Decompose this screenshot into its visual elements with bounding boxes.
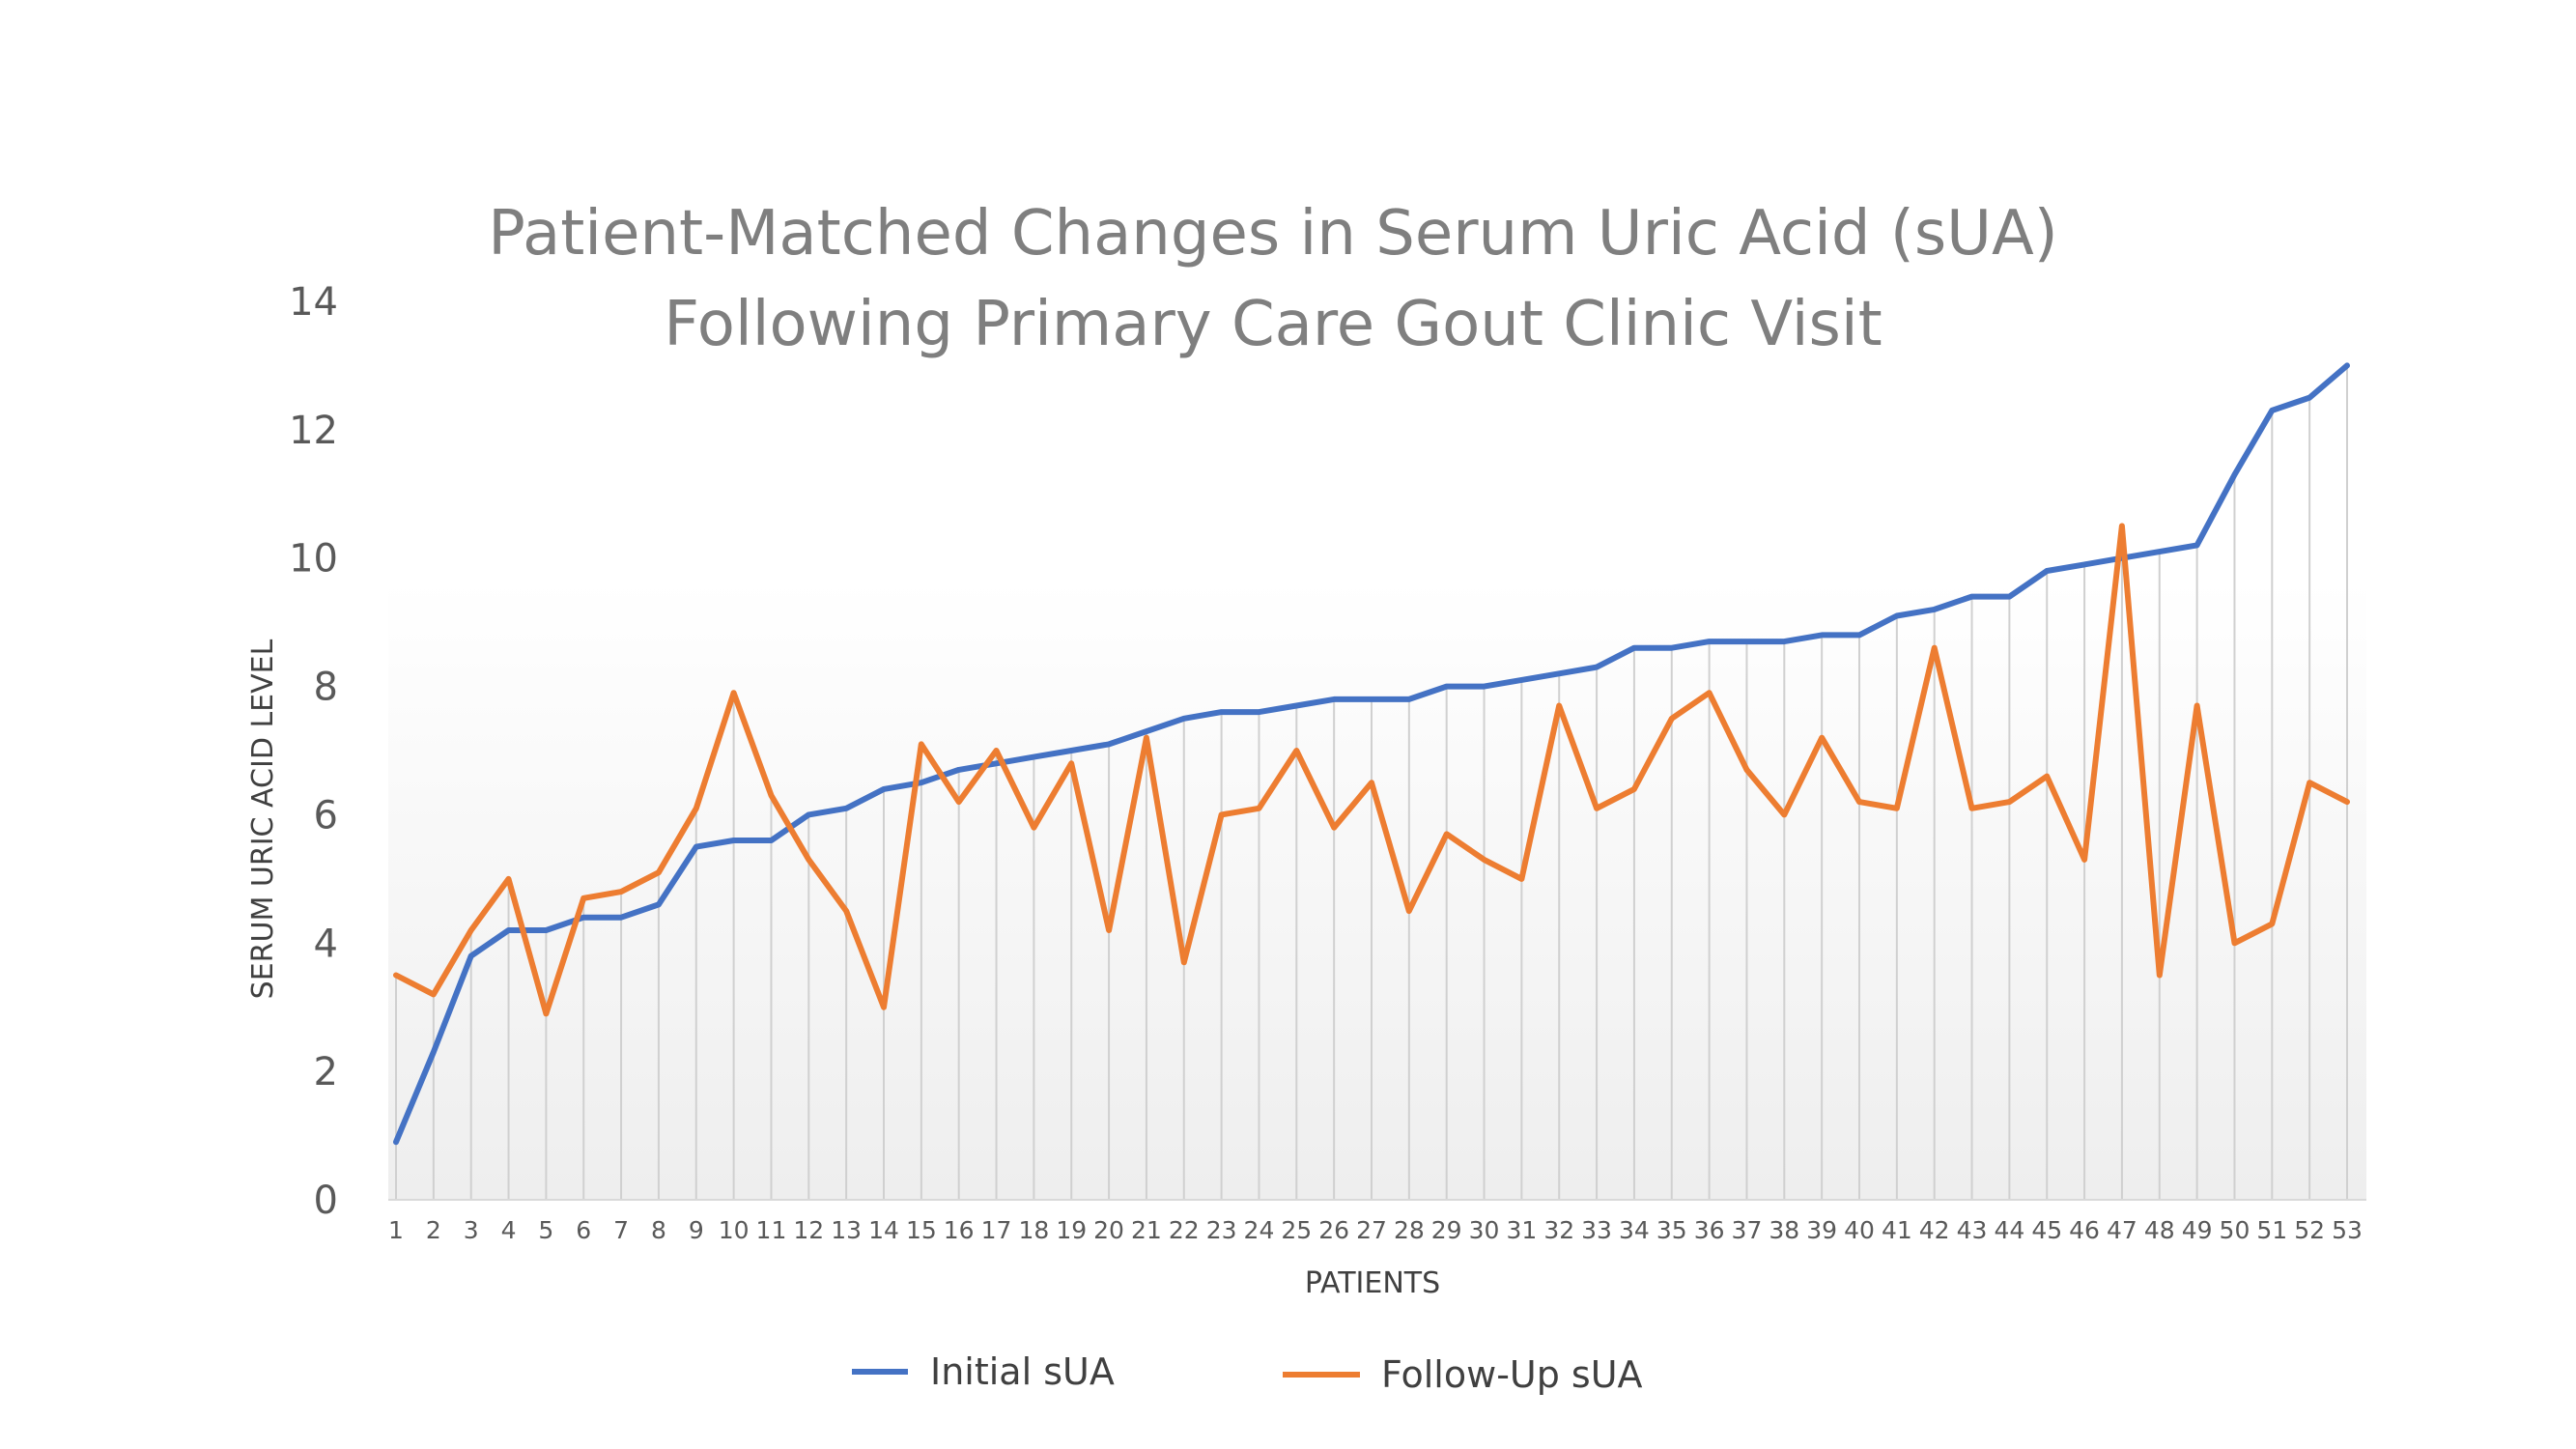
x-axis-label: PATIENTS <box>1305 1266 1440 1300</box>
legend-label-initial-sua: Initial sUA <box>930 1350 1115 1393</box>
x-tick-label: 36 <box>1694 1216 1725 1244</box>
x-tick-label: 1 <box>388 1216 404 1244</box>
x-tick-label: 49 <box>2182 1216 2213 1244</box>
y-tick-label: 8 <box>314 666 338 710</box>
legend-item-initial-sua: Initial sUA <box>852 1350 1115 1393</box>
x-tick-label: 16 <box>944 1216 975 1244</box>
series-line-follow-up-sua <box>393 523 2350 1017</box>
y-tick-label: 0 <box>314 1179 338 1223</box>
x-tick-label: 30 <box>1469 1216 1500 1244</box>
y-axis-ticks: 0 2 4 6 8 10 12 14 <box>289 280 338 1223</box>
y-tick-label: 4 <box>314 922 338 966</box>
x-tick-label: 25 <box>1281 1216 1312 1244</box>
x-tick-label: 18 <box>1018 1216 1049 1244</box>
x-tick-label: 46 <box>2069 1216 2100 1244</box>
x-tick-label: 31 <box>1506 1216 1537 1244</box>
x-tick-label: 10 <box>719 1216 750 1244</box>
x-tick-label: 12 <box>793 1216 824 1244</box>
x-tick-label: 48 <box>2144 1216 2175 1244</box>
x-tick-label: 35 <box>1656 1216 1687 1244</box>
x-tick-label: 21 <box>1131 1216 1162 1244</box>
chart-title-line1: Patient-Matched Changes in Serum Uric Ac… <box>488 198 2058 270</box>
y-tick-label: 10 <box>289 537 338 582</box>
x-tick-label: 47 <box>2107 1216 2137 1244</box>
x-tick-label: 27 <box>1356 1216 1387 1244</box>
drop-lines <box>395 365 2348 1200</box>
x-tick-label: 50 <box>2220 1216 2250 1244</box>
y-tick-label: 6 <box>314 793 338 838</box>
y-tick-label: 12 <box>289 409 338 453</box>
chart-title-line2: Following Primary Care Gout Clinic Visit <box>664 289 1882 360</box>
x-tick-label: 11 <box>756 1216 787 1244</box>
x-tick-label: 42 <box>1919 1216 1950 1244</box>
y-tick-label: 2 <box>314 1050 338 1094</box>
x-tick-label: 40 <box>1844 1216 1875 1244</box>
x-tick-label: 37 <box>1732 1216 1763 1244</box>
x-tick-label: 5 <box>538 1216 553 1244</box>
x-tick-label: 44 <box>1994 1216 2024 1244</box>
legend-label-follow-up-sua: Follow-Up sUA <box>1381 1353 1643 1396</box>
x-tick-label: 7 <box>613 1216 629 1244</box>
x-tick-label: 33 <box>1581 1216 1612 1244</box>
x-tick-label: 51 <box>2256 1216 2287 1244</box>
x-tick-label: 19 <box>1056 1216 1087 1244</box>
x-tick-label: 43 <box>1957 1216 1988 1244</box>
x-tick-label: 22 <box>1169 1216 1200 1244</box>
series-line-initial-sua <box>393 362 2350 1146</box>
x-tick-label: 41 <box>1882 1216 1912 1244</box>
y-tick-label: 14 <box>289 280 338 325</box>
plot-area-background <box>388 580 2366 1200</box>
x-tick-label: 32 <box>1543 1216 1574 1244</box>
x-tick-label: 38 <box>1769 1216 1799 1244</box>
x-tick-label: 3 <box>464 1216 479 1244</box>
x-tick-label: 8 <box>651 1216 666 1244</box>
x-tick-label: 26 <box>1318 1216 1349 1244</box>
x-tick-label: 14 <box>868 1216 899 1244</box>
x-tick-label: 6 <box>576 1216 591 1244</box>
x-axis-ticks: 1 2 3 4 5 6 7 8 9 10 11 12 13 14 15 16 17 18 19 20 21 22 23 24 2… <box>388 1216 2363 1244</box>
x-tick-label: 52 <box>2294 1216 2325 1244</box>
x-tick-label: 20 <box>1093 1216 1124 1244</box>
x-tick-label: 4 <box>501 1216 517 1244</box>
chart-title: Patient-Matched Changes in Serum Uric Ac… <box>488 198 2058 360</box>
x-tick-label: 15 <box>906 1216 937 1244</box>
x-tick-label: 17 <box>981 1216 1012 1244</box>
x-tick-label: 2 <box>426 1216 441 1244</box>
y-axis-label: SERUM URIC ACID LEVEL <box>246 639 280 999</box>
x-tick-label: 9 <box>689 1216 704 1244</box>
legend-item-follow-up-sua: Follow-Up sUA <box>1283 1353 1643 1396</box>
x-tick-label: 24 <box>1244 1216 1275 1244</box>
x-tick-label: 34 <box>1619 1216 1650 1244</box>
x-tick-label: 23 <box>1206 1216 1237 1244</box>
x-tick-label: 13 <box>831 1216 862 1244</box>
x-tick-label: 45 <box>2031 1216 2062 1244</box>
x-tick-label: 39 <box>1806 1216 1837 1244</box>
x-tick-label: 28 <box>1394 1216 1425 1244</box>
x-tick-label: 29 <box>1431 1216 1462 1244</box>
legend: Initial sUA Follow-Up sUA <box>852 1350 1643 1396</box>
series-lines <box>393 362 2350 1146</box>
x-tick-label: 53 <box>2332 1216 2363 1244</box>
